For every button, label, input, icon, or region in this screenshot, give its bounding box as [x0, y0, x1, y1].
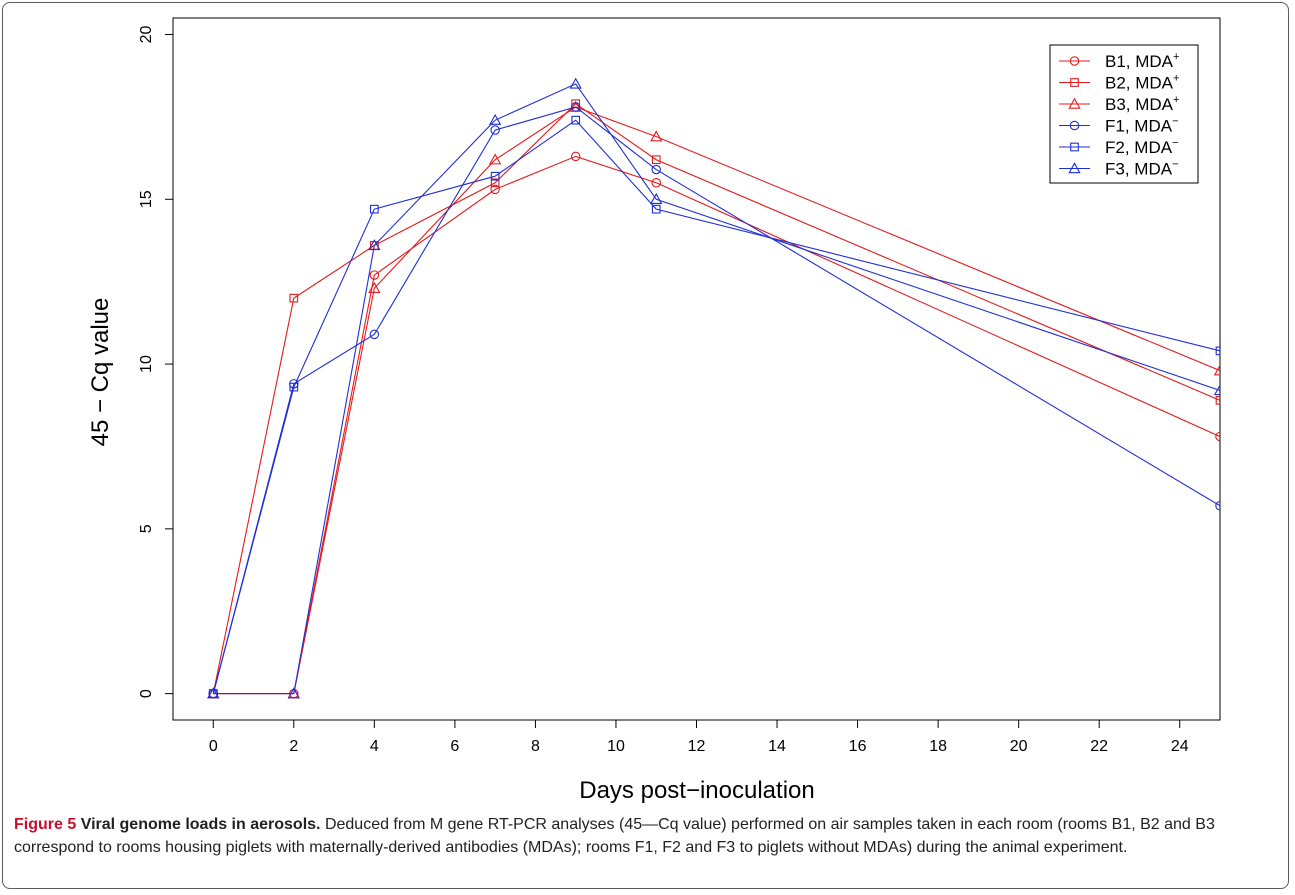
- data-point: [1215, 346, 1220, 356]
- data-point: [490, 171, 500, 181]
- series-4: [208, 102, 1220, 699]
- y-tick-label: 15: [138, 190, 155, 208]
- series-layer: [207, 77, 1220, 699]
- x-tick-label: 24: [1171, 738, 1189, 755]
- series-5: [208, 115, 1220, 698]
- series-3: [207, 100, 1220, 699]
- data-point: [490, 125, 500, 135]
- legend-item: B2, MDA+: [1059, 73, 1179, 93]
- data-point: [1213, 364, 1220, 376]
- legend-label: B2, MDA+: [1105, 73, 1179, 93]
- x-tick-label: 14: [768, 738, 786, 755]
- x-tick-label: 16: [849, 738, 867, 755]
- x-tick-label: 20: [1010, 738, 1028, 755]
- data-point: [369, 329, 380, 340]
- data-point: [489, 113, 502, 125]
- legend-marker: [1069, 56, 1080, 66]
- series-line: [212, 102, 1220, 694]
- data-point: [570, 151, 581, 162]
- data-point: [489, 153, 502, 165]
- x-tick-label: 0: [209, 738, 218, 755]
- figure-caption: Figure 5 Viral genome loads in aerosols.…: [14, 813, 1279, 859]
- y-axis-label: 45 − Cq value: [87, 298, 114, 447]
- x-tick-label: 2: [289, 738, 298, 755]
- series-6: [207, 77, 1220, 699]
- y-tick-label: 0: [138, 689, 155, 698]
- data-point: [207, 687, 220, 699]
- data-point: [571, 115, 581, 125]
- series-line: [212, 119, 1220, 694]
- data-point: [368, 281, 381, 293]
- legend-label: F1, MDA−: [1105, 116, 1179, 136]
- legend-marker: [1068, 162, 1081, 174]
- data-point: [1215, 395, 1220, 405]
- data-point: [490, 178, 500, 188]
- y-tick-label: 5: [138, 524, 155, 533]
- legend-label: F2, MDA−: [1105, 137, 1179, 157]
- series-line: [213, 83, 1220, 695]
- data-point: [651, 204, 661, 214]
- y-tick-label: 20: [138, 25, 155, 43]
- data-point: [369, 270, 380, 280]
- legend-marker: [1069, 120, 1080, 131]
- x-tick-label: 10: [607, 738, 625, 755]
- data-point: [651, 178, 661, 188]
- legend-label: F3, MDA−: [1105, 159, 1179, 179]
- figure-caption-text: Deduced from M gene RT-PCR analyses (45—…: [14, 816, 1215, 856]
- data-point: [289, 382, 299, 392]
- legend-marker: [1070, 142, 1079, 152]
- data-point: [1215, 431, 1220, 442]
- data-point: [650, 130, 663, 142]
- x-axis-label: Days post−inoculation: [579, 777, 814, 804]
- x-tick-label: 12: [688, 738, 706, 755]
- data-point: [369, 204, 379, 214]
- x-tick-label: 18: [929, 738, 947, 755]
- x-tick-label: 22: [1090, 738, 1108, 755]
- legend-box: [1049, 44, 1199, 184]
- data-point: [368, 239, 381, 251]
- series-line: [213, 106, 1220, 695]
- x-tick-label: 6: [450, 738, 459, 755]
- legend-item: F1, MDA−: [1059, 116, 1179, 136]
- series-1: [208, 151, 1220, 699]
- series-2: [208, 99, 1220, 698]
- data-point: [1215, 501, 1220, 511]
- legend-item: B3, MDA+: [1059, 94, 1179, 114]
- figure-title: Viral genome loads in aerosols.: [80, 816, 321, 833]
- data-point: [651, 164, 661, 175]
- data-point: [490, 184, 500, 195]
- legend-label: B3, MDA+: [1105, 94, 1179, 114]
- legend-item: F3, MDA−: [1059, 159, 1179, 179]
- legend-label: B1, MDA+: [1105, 51, 1179, 71]
- data-point: [570, 102, 581, 112]
- data-point: [651, 155, 661, 165]
- series-line: [212, 106, 1220, 694]
- data-point: [569, 77, 582, 89]
- legend-marker: [1070, 78, 1079, 87]
- data-point: [287, 687, 300, 699]
- legend-item: B1, MDA+: [1059, 51, 1179, 71]
- data-point: [650, 192, 663, 204]
- figure-label: Figure 5: [14, 816, 77, 833]
- legend-marker: [1068, 97, 1081, 109]
- data-point: [289, 293, 299, 303]
- y-tick-label: 10: [138, 355, 155, 373]
- data-point: [1213, 384, 1220, 396]
- legend-item: F2, MDA−: [1059, 137, 1179, 157]
- x-tick-label: 4: [370, 738, 379, 755]
- legend: B1, MDA+B2, MDA+B3, MDA+F1, MDA−F2, MDA−…: [1049, 44, 1199, 184]
- series-line: [213, 155, 1220, 695]
- x-tick-label: 8: [531, 738, 540, 755]
